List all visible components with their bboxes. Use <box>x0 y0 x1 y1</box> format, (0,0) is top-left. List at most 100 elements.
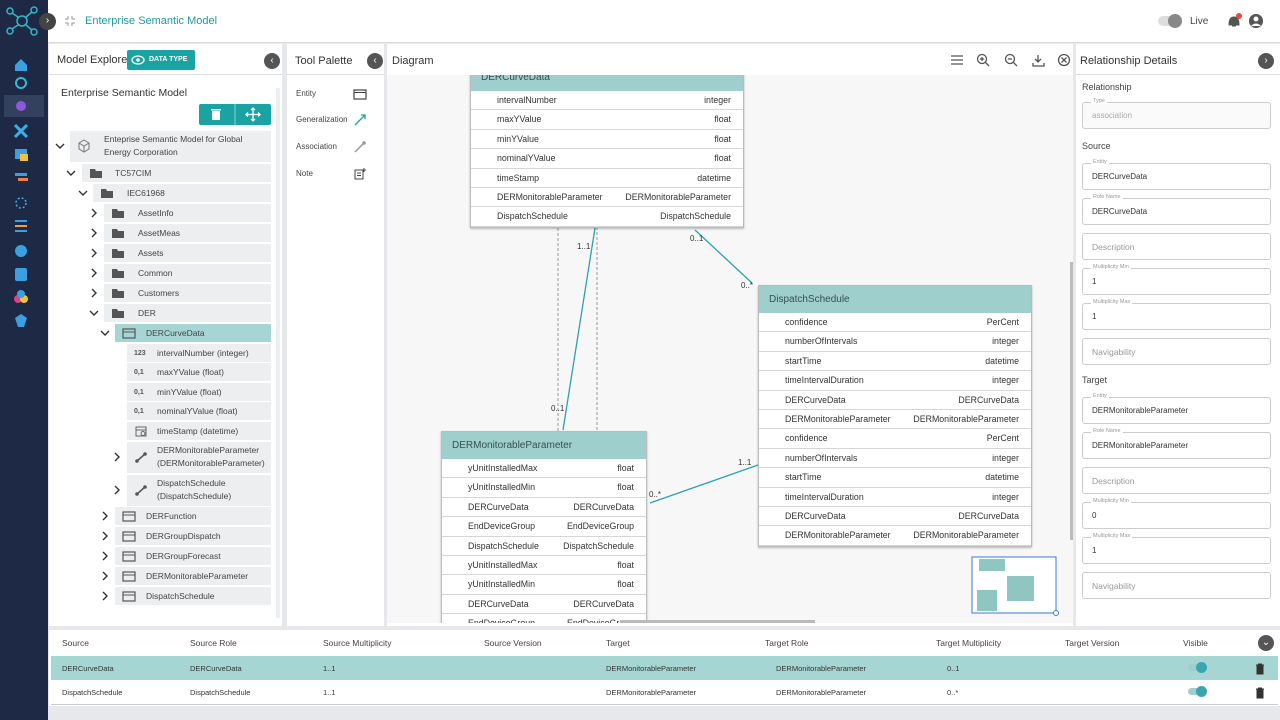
input-field[interactable]: Navigability <box>1082 338 1271 365</box>
attribute-row[interactable]: DERMonitorableParameter DERMonitorablePar… <box>759 526 1031 546</box>
input-field[interactable]: Multiplicity Max 1 <box>1082 299 1271 330</box>
attribute-row[interactable]: intervalNumber integer <box>471 91 743 111</box>
tree-row[interactable] <box>104 304 271 322</box>
attribute-row[interactable]: EndDeviceGroup EndDeviceGroup <box>442 614 646 623</box>
header-icons[interactable] <box>1226 12 1270 30</box>
attribute-row[interactable]: DispatchSchedule DispatchSchedule <box>471 207 743 227</box>
h-scrollbar[interactable] <box>620 620 815 623</box>
input-field[interactable]: Description <box>1082 467 1271 494</box>
tree-row[interactable] <box>115 527 271 545</box>
attribute-row[interactable]: timeStamp datetime <box>471 169 743 188</box>
nav-icons[interactable] <box>0 48 48 338</box>
tree-row[interactable] <box>115 507 271 525</box>
tree-row[interactable] <box>82 164 271 182</box>
input-field[interactable]: Multiplicity Min 1 <box>1082 264 1271 295</box>
tree-row[interactable] <box>127 441 271 473</box>
tree-row[interactable] <box>115 547 271 565</box>
collapse-button[interactable]: › <box>1258 53 1274 69</box>
tree-row[interactable] <box>127 422 271 440</box>
collapse-icon[interactable] <box>64 15 76 27</box>
diagram-toolbar[interactable] <box>948 52 1073 68</box>
tool-label[interactable]: Generalization <box>296 115 348 124</box>
attribute-row[interactable]: confidence PerCent <box>759 429 1031 449</box>
input-field[interactable]: Multiplicity Max 1 <box>1082 533 1271 564</box>
panel-title: Relationship Details <box>1080 55 1178 67</box>
tree-row[interactable] <box>104 224 271 242</box>
attribute-row[interactable]: DispatchSchedule DispatchSchedule <box>442 537 646 556</box>
minimap[interactable] <box>970 555 1060 619</box>
input-field[interactable]: Entity DERCurveData <box>1082 159 1271 190</box>
delete-button[interactable] <box>1253 661 1267 675</box>
tree-label: TC57CIM <box>115 167 152 178</box>
attribute-row[interactable]: maxYValue float <box>471 110 743 130</box>
tree-row[interactable] <box>104 264 271 282</box>
attribute-row[interactable]: startTime datetime <box>759 468 1031 488</box>
tree-row[interactable] <box>104 284 271 302</box>
tree-row[interactable] <box>127 402 271 420</box>
attribute-row[interactable]: timeIntervalDuration integer <box>759 488 1031 507</box>
attribute-row[interactable]: nominalYValue float <box>471 149 743 169</box>
tree-row[interactable] <box>93 184 271 202</box>
collapse-button[interactable]: ‹ <box>367 53 383 69</box>
attribute-row[interactable]: DERCurveData DERCurveData <box>442 498 646 518</box>
entity[interactable]: DERCurveData intervalNumber integer maxYVal… <box>470 75 744 228</box>
collapse-button[interactable]: ‹ <box>264 53 280 69</box>
tool-label[interactable]: Note <box>296 169 313 178</box>
input-field[interactable]: Role Name DERCurveData <box>1082 194 1271 225</box>
input-field[interactable]: Entity DERMonitorableParameter <box>1082 393 1271 424</box>
attribute-row[interactable]: yUnitInstalledMax float <box>442 459 646 479</box>
tool-label[interactable]: Association <box>296 142 337 151</box>
input-field[interactable]: Navigability <box>1082 572 1271 599</box>
attribute-row[interactable]: DERMonitorableParameter DERMonitorablePar… <box>759 410 1031 430</box>
attribute-type: DERCurveData <box>573 598 634 609</box>
attribute-row[interactable]: yUnitInstalledMin float <box>442 478 646 498</box>
input-field[interactable]: Role Name DERMonitorableParameter <box>1082 428 1271 459</box>
diagram-canvas[interactable]: DERCurveData intervalNumber integer maxYVal… <box>387 75 1073 623</box>
data-type-button[interactable]: DATA TYPE <box>127 50 195 70</box>
delete-button[interactable] <box>1253 685 1267 699</box>
v-scrollbar[interactable] <box>1070 262 1073 540</box>
tree-row[interactable] <box>127 344 271 362</box>
expand-nav-button[interactable]: › <box>39 13 56 30</box>
tree-row[interactable] <box>104 244 271 262</box>
entity[interactable]: DispatchSchedule confidence PerCent numberO… <box>758 285 1032 547</box>
tree-row-selected[interactable] <box>115 324 271 342</box>
attribute-row[interactable]: timeIntervalDuration integer <box>759 371 1031 391</box>
tree-row[interactable] <box>70 130 271 162</box>
attribute-row[interactable]: numberOfIntervals integer <box>759 332 1031 352</box>
scrollbar[interactable] <box>276 88 280 618</box>
attribute-row[interactable]: numberOfIntervals integer <box>759 449 1031 469</box>
tree-row[interactable] <box>104 204 271 222</box>
table-cell: 0..* <box>947 688 959 697</box>
entity[interactable]: DERMonitorableParameter yUnitInstalledMax… <box>441 431 647 623</box>
selected-row[interactable] <box>51 656 1278 680</box>
visible-toggle[interactable] <box>1188 686 1207 697</box>
column-header: Source Multiplicity <box>323 638 392 648</box>
input-field[interactable]: Type association <box>1082 98 1271 129</box>
input-field[interactable]: Multiplicity Min 0 <box>1082 498 1271 529</box>
tree-row[interactable] <box>127 474 271 506</box>
attribute-row[interactable]: DERCurveData DERCurveData <box>442 595 646 615</box>
tree-row[interactable] <box>127 363 271 381</box>
attribute-row[interactable]: confidence PerCent <box>759 313 1031 333</box>
input-field[interactable]: Description <box>1082 233 1271 260</box>
attribute-row[interactable]: startTime datetime <box>759 352 1031 372</box>
live-toggle[interactable] <box>1158 14 1182 28</box>
attribute-row[interactable]: DERCurveData DERCurveData <box>759 507 1031 527</box>
tree-row[interactable] <box>115 567 271 585</box>
tree-row[interactable] <box>127 383 271 401</box>
attribute-row[interactable]: DERMonitorableParameter DERMonitorablePar… <box>471 188 743 208</box>
attribute-row[interactable]: DERCurveData DERCurveData <box>759 391 1031 410</box>
attribute-name: DERCurveData <box>468 501 529 512</box>
attribute-row[interactable]: yUnitInstalledMax float <box>442 556 646 576</box>
attribute-row[interactable]: yUnitInstalledMin float <box>442 575 646 595</box>
attribute-row[interactable]: EndDeviceGroup EndDeviceGroup <box>442 517 646 537</box>
tree-row[interactable] <box>115 587 271 605</box>
table-cell: 0..1 <box>947 664 960 673</box>
collapse-table-button[interactable]: ⌄ <box>1258 635 1274 651</box>
attribute-row[interactable]: minYValue float <box>471 130 743 150</box>
tree-icon <box>122 549 136 563</box>
field-label: Multiplicity Min <box>1091 498 1131 504</box>
visible-toggle[interactable] <box>1188 662 1207 673</box>
tool-label[interactable]: Entity <box>296 89 317 98</box>
